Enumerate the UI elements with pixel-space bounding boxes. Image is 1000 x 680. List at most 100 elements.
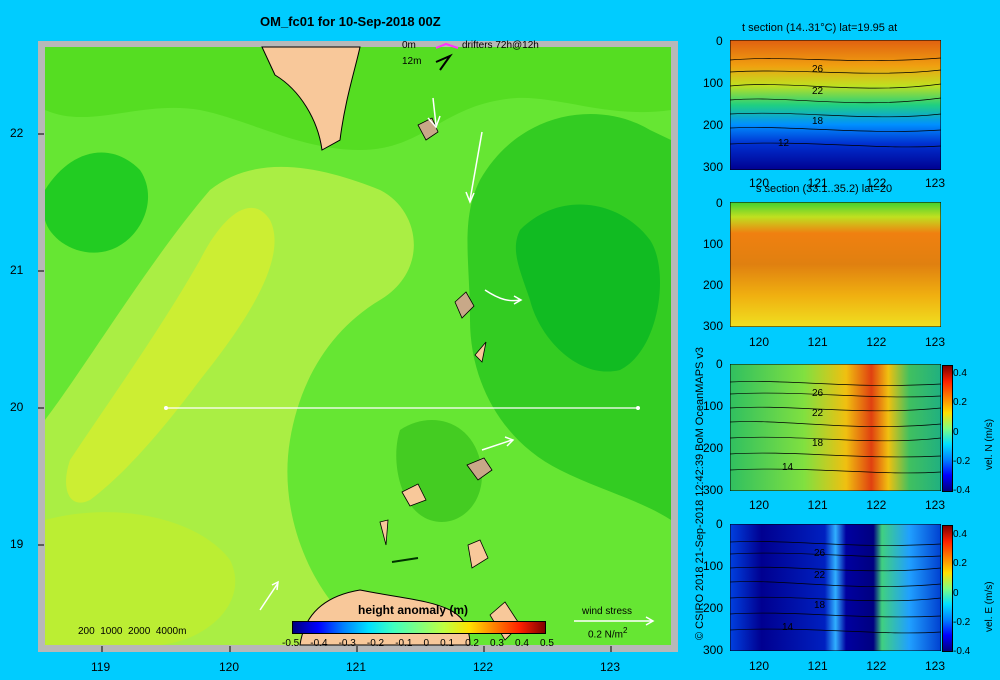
- p4-x-tick: 120: [749, 659, 770, 673]
- drifter-12m-symbol: [435, 53, 453, 71]
- u-colorbar: [942, 525, 953, 652]
- cb-tick: -0.5: [282, 638, 300, 649]
- u-contour-18: 18: [814, 600, 826, 611]
- s-section-title: s section (33.1..35.2) lat=20: [756, 183, 893, 195]
- y-tick-21: 21: [10, 263, 24, 277]
- p3-x-tick: 121: [807, 498, 828, 512]
- p4-y100: 100: [703, 559, 724, 573]
- v-cb-tick: 0.2: [953, 397, 967, 409]
- p1-y0: 0: [716, 34, 723, 48]
- cb-tick: 0.4: [515, 638, 529, 649]
- v-cb-label: vel. N (m/s): [984, 418, 995, 470]
- colorbar-title: height anomaly (m): [358, 603, 469, 617]
- p4-y0: 0: [716, 517, 723, 531]
- wind-label: wind stress: [582, 606, 633, 617]
- p2-x-ticks: 120 121 122 123: [749, 335, 945, 349]
- colorbar-ticks: -0.5 -0.4 -0.3 -0.2 -0.1 0 0.1 0.2 0.3 0…: [282, 638, 554, 649]
- p2-x-tick: 120: [749, 335, 770, 349]
- v-cb-tick: 0: [953, 426, 959, 438]
- t-section-panel: [730, 40, 941, 170]
- v-contour-18: 18: [812, 438, 824, 449]
- p3-y0: 0: [716, 357, 723, 371]
- p1-x-tick: 122: [866, 176, 887, 190]
- p1-y200: 200: [703, 118, 724, 132]
- wind-scale: 0.2 N/m2: [588, 626, 627, 640]
- map-title: OM_fc01 for 10-Sep-2018 00Z: [260, 14, 441, 29]
- p2-y300: 300: [703, 319, 724, 333]
- y-tick-22: 22: [10, 126, 24, 140]
- cb-tick: 0.5: [539, 638, 554, 649]
- p4-x-tick: 121: [807, 659, 828, 673]
- p4-y300: 300: [703, 643, 724, 657]
- p3-x-tick: 120: [749, 498, 770, 512]
- p3-y200: 200: [703, 441, 724, 455]
- v-contour-26: 26: [812, 388, 824, 399]
- land-taiwan: [261, 46, 361, 151]
- y-tick-20: 20: [10, 400, 24, 414]
- wind-scale-sup: 2: [623, 626, 628, 635]
- t-contour-12: 12: [778, 138, 790, 149]
- t-section-title: t section (14..31°C) lat=19.95 at: [742, 22, 898, 34]
- v-contour-14: 14: [782, 462, 794, 473]
- cb-tick: -0.2: [366, 638, 385, 649]
- cb-tick: 0: [423, 638, 430, 649]
- p2-x-tick: 122: [866, 335, 887, 349]
- p2-x-tick: 123: [924, 335, 945, 349]
- legend-0m: 0m: [402, 40, 416, 51]
- p2-x-tick: 121: [807, 335, 828, 349]
- u-cb-label: vel. E (m/s): [984, 581, 995, 632]
- v-cb-ticks: 0.4 0.2 0 -0.2 -0.4: [953, 368, 970, 496]
- p3-x-tick: 123: [924, 498, 945, 512]
- t-contour-22: 22: [812, 86, 824, 97]
- p4-y200: 200: [703, 601, 724, 615]
- s-section-panel: [730, 202, 941, 327]
- cb-tick: -0.1: [395, 638, 413, 649]
- p2-y200: 200: [703, 278, 724, 292]
- u-cb-ticks: 0.4 0.2 0 -0.2 -0.4: [953, 529, 970, 657]
- p2-y100: 100: [703, 237, 724, 251]
- p3-x-tick: 122: [866, 498, 887, 512]
- t-contour-18: 18: [812, 116, 824, 127]
- cb-tick: -0.3: [338, 638, 356, 649]
- u-cb-tick: 0.4: [953, 529, 967, 540]
- p4-x-tick: 123: [924, 659, 945, 673]
- t-contour-26: 26: [812, 64, 824, 75]
- x-tick-119: 119: [91, 660, 111, 674]
- legend-12m: 12m: [402, 56, 422, 67]
- x-tick-121: 121: [346, 660, 367, 674]
- height-anomaly-map: [38, 41, 678, 652]
- v-cb-tick: -0.2: [953, 455, 971, 467]
- p1-y100: 100: [703, 76, 724, 90]
- p1-x-tick: 120: [749, 176, 770, 190]
- current-vectors: [259, 97, 523, 611]
- x-tick-120: 120: [219, 660, 240, 674]
- cb-tick: 0.3: [490, 638, 504, 649]
- u-contour-14: 14: [782, 622, 794, 633]
- cb-tick: -0.4: [310, 638, 328, 649]
- cb-tick: 0.2: [465, 638, 479, 649]
- u-contour-26: 26: [814, 548, 826, 559]
- drifters-label: drifters 72h@12h: [462, 40, 539, 51]
- x-tick-122: 122: [473, 660, 494, 674]
- y-tick-19: 19: [10, 537, 24, 551]
- x-tick-123: 123: [600, 660, 621, 674]
- u-cb-tick: 0.2: [953, 558, 967, 570]
- u-contour-22: 22: [814, 570, 826, 581]
- p3-x-ticks: 120 121 122 123: [749, 498, 945, 512]
- v-cb-tick: 0.4: [953, 368, 967, 379]
- p4-x-ticks: 120 121 122 123: [749, 659, 945, 673]
- map-yellow-patch: [66, 207, 275, 503]
- u-cb-tick: -0.4: [953, 646, 971, 657]
- p1-x-tick: 121: [807, 176, 828, 190]
- p1-x-tick: 123: [924, 176, 945, 190]
- p1-y300: 300: [703, 160, 724, 174]
- u-cb-tick: 0: [953, 587, 959, 599]
- v-contour-22: 22: [812, 408, 824, 419]
- wind-scale-value: 0.2 N/m: [588, 629, 624, 641]
- u-section-panel: [730, 524, 941, 651]
- v-colorbar: [942, 365, 953, 492]
- p4-x-tick: 122: [866, 659, 887, 673]
- depth-legend: 200 1000 2000 4000m: [78, 626, 187, 637]
- v-section-panel: [730, 364, 941, 491]
- height-colorbar: [292, 621, 546, 634]
